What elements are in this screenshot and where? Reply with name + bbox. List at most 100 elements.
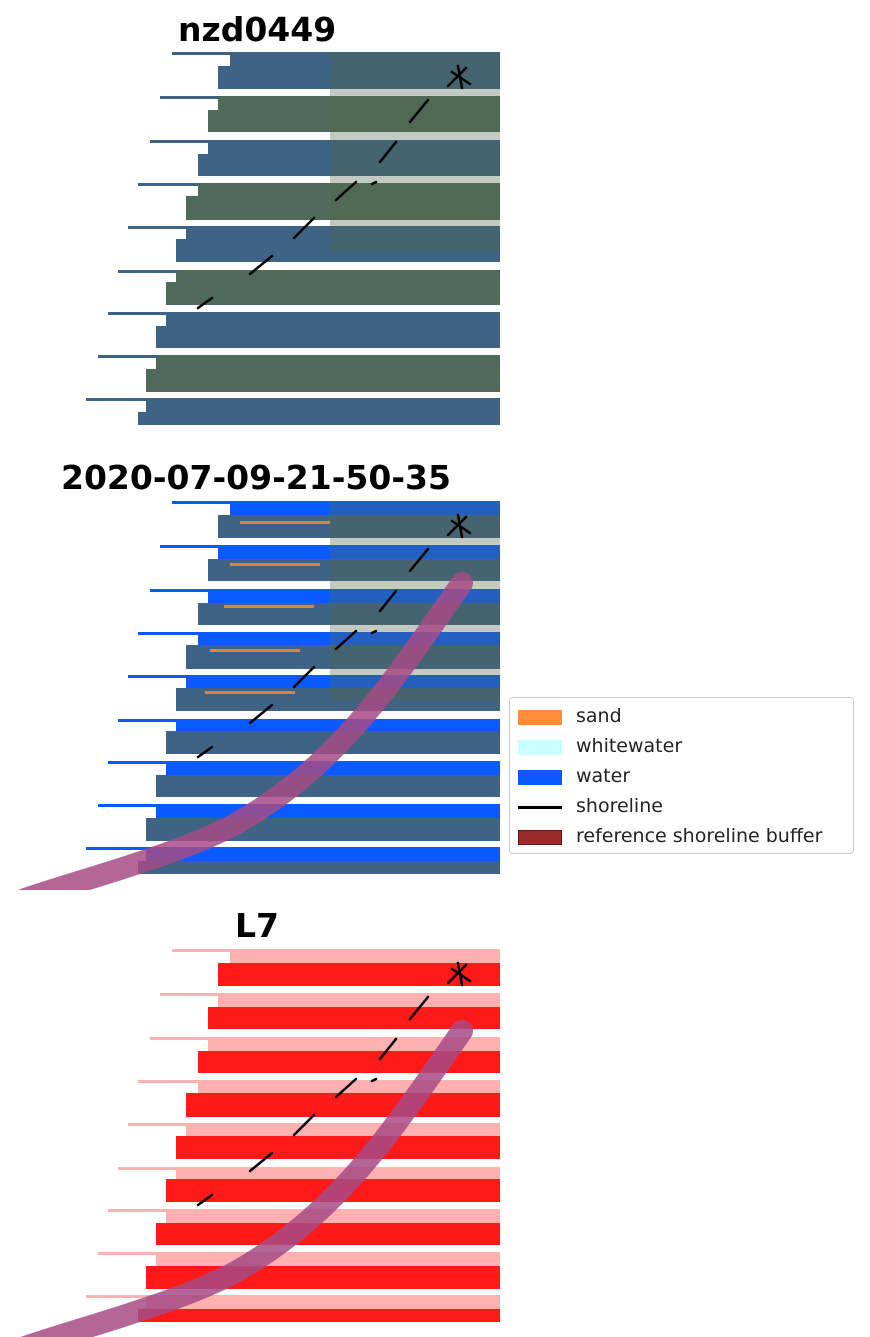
image-layer — [18, 501, 500, 890]
image-stripe — [146, 847, 500, 861]
image-stripe — [186, 675, 500, 688]
image-scanline — [150, 1037, 210, 1040]
image-stripe — [218, 96, 500, 110]
image-scanline — [108, 312, 168, 315]
classification-image-panel — [18, 501, 500, 890]
image-scanline — [118, 270, 178, 273]
image-stripe — [208, 589, 500, 603]
whitewater-swatch — [518, 740, 562, 755]
image-stripe — [208, 1007, 500, 1029]
image-stripe — [208, 140, 500, 154]
image-scanline — [150, 140, 210, 143]
sand-pixels — [224, 605, 314, 608]
shoreline-segment — [446, 515, 468, 537]
image-scanline — [98, 804, 158, 807]
image-scanline — [118, 719, 178, 722]
image-scanline — [128, 226, 188, 229]
shoreline-segment — [334, 1077, 358, 1099]
shoreline-segment — [334, 629, 358, 651]
image-scanline — [160, 993, 220, 996]
legend-label: sand — [576, 705, 622, 727]
shoreline-segment — [378, 1037, 398, 1061]
shoreline-segment — [334, 180, 358, 202]
image-stripe — [156, 1223, 500, 1245]
shoreline-segment — [456, 961, 464, 987]
shoreline-segment — [446, 66, 468, 88]
shoreline-segment — [248, 1151, 274, 1173]
shoreline-segment — [408, 547, 430, 573]
legend-label: shoreline — [576, 795, 663, 817]
image-scanline — [138, 183, 198, 186]
image-scanline — [86, 398, 146, 401]
panel-title-satellite: nzd0449 — [178, 10, 337, 49]
image-stripe — [166, 761, 500, 775]
shoreline-segment — [370, 629, 378, 635]
shoreline-segment — [378, 589, 398, 613]
image-stripe — [138, 1309, 500, 1322]
land-texture — [330, 52, 500, 252]
shoreline-segment — [456, 64, 464, 90]
shoreline-segment — [292, 665, 316, 689]
sand-pixels — [230, 563, 320, 566]
image-scanline — [108, 1209, 168, 1212]
image-stripe — [186, 1093, 500, 1117]
image-scanline — [86, 847, 146, 850]
shoreline-segment — [248, 254, 274, 276]
image-stripe — [146, 1295, 500, 1309]
legend-item-whitewater: whitewater — [510, 734, 850, 758]
image-scanline — [160, 96, 220, 99]
shoreline-segment — [196, 1193, 214, 1207]
image-stripe — [156, 355, 500, 369]
buffer-swatch — [518, 830, 562, 845]
reference-shoreline-buffer — [20, 1020, 473, 1337]
image-stripe — [146, 398, 500, 412]
image-stripe — [186, 1123, 500, 1136]
legend-label: water — [576, 765, 631, 787]
shoreline-segment — [292, 1113, 316, 1137]
image-stripe — [156, 326, 500, 348]
image-scanline — [172, 52, 232, 55]
image-stripe — [176, 239, 500, 262]
image-scanline — [172, 501, 232, 504]
sand-pixels — [240, 521, 330, 524]
sand-swatch — [518, 710, 562, 725]
image-stripe — [218, 545, 500, 559]
image-stripe — [230, 501, 500, 515]
image-stripe — [138, 412, 500, 425]
image-stripe — [230, 949, 500, 963]
shoreline-segment — [370, 1077, 378, 1083]
shoreline-segment — [456, 513, 464, 539]
image-stripe — [198, 154, 500, 176]
image-stripe — [218, 66, 500, 89]
shoreline-line-swatch — [518, 806, 562, 809]
image-stripe — [176, 1167, 500, 1179]
shoreline-segment — [446, 963, 468, 985]
legend-label: whitewater — [576, 735, 683, 757]
image-stripe — [186, 226, 500, 239]
shoreline-segment — [408, 98, 430, 124]
image-scanline — [150, 589, 210, 592]
image-stripe — [176, 1136, 500, 1159]
reference-shoreline-buffer — [18, 572, 473, 890]
image-layer — [20, 949, 500, 1337]
shoreline-segment — [248, 703, 274, 725]
image-stripe — [156, 775, 500, 797]
legend-item-buffer: reference shoreline buffer — [510, 824, 850, 848]
image-scanline — [160, 545, 220, 548]
image-scanline — [118, 1167, 178, 1170]
shoreline-segment — [196, 296, 214, 310]
image-stripe — [208, 1037, 500, 1051]
image-stripe — [218, 963, 500, 986]
image-stripe — [146, 369, 500, 392]
shoreline-segment — [378, 140, 398, 164]
legend-item-sand: sand — [510, 704, 850, 728]
image-stripe — [218, 993, 500, 1007]
image-scanline — [138, 1080, 198, 1083]
image-scanline — [86, 1295, 146, 1298]
legend-item-shoreline: shoreline — [510, 794, 850, 818]
image-stripe — [166, 282, 500, 305]
image-stripe — [186, 196, 500, 220]
legend-item-water: water — [510, 764, 850, 788]
panel-title-index: L7 — [235, 906, 279, 945]
legend-label: reference shoreline buffer — [576, 825, 823, 847]
